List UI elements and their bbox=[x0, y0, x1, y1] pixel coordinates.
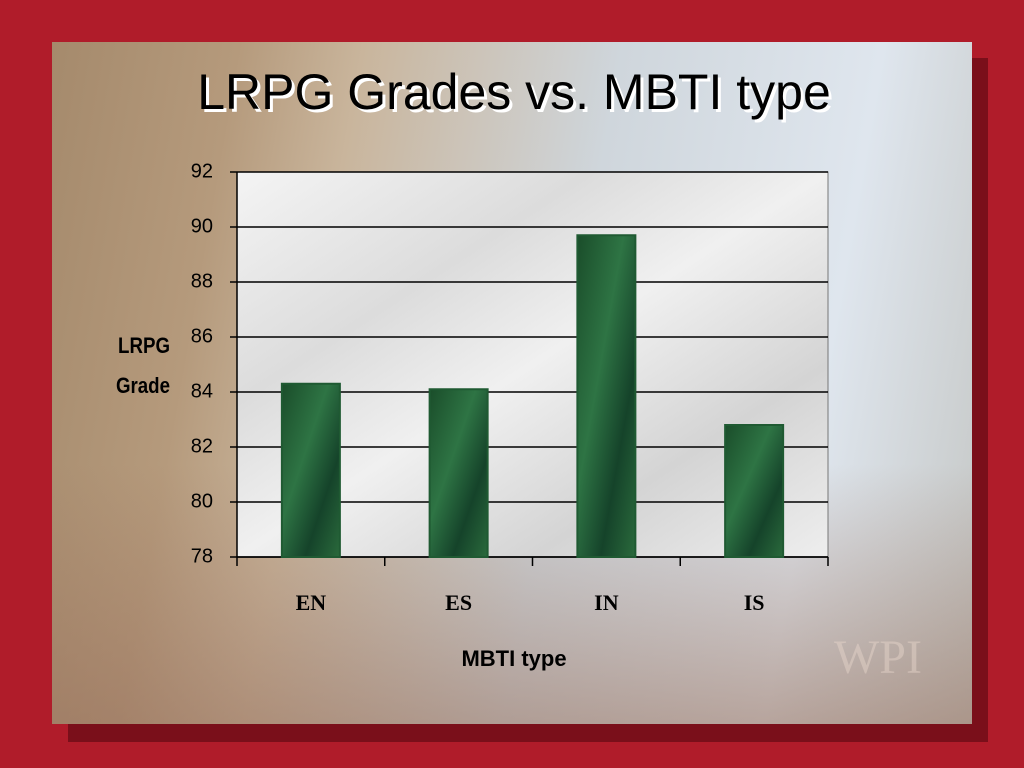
y-axis-label: LRPG Grade bbox=[115, 333, 170, 398]
title-shadow: LRPG Grades vs. MBTI type bbox=[200, 67, 834, 123]
y-tick-label: 82 bbox=[191, 435, 213, 457]
x-tick-label: ES bbox=[445, 590, 472, 615]
x-axis-label: MBTI type bbox=[461, 646, 566, 671]
bar bbox=[280, 382, 341, 558]
x-tick-label: IN bbox=[594, 590, 619, 615]
bar bbox=[576, 234, 637, 558]
x-tick-label: EN bbox=[296, 590, 327, 615]
y-tick-label: 88 bbox=[191, 270, 213, 292]
chart-title: LRPG Grades vs. MBTI type bbox=[197, 64, 831, 120]
watermark: WPI bbox=[834, 631, 922, 684]
y-tick-label: 80 bbox=[191, 490, 213, 512]
y-tick-label: 92 bbox=[191, 160, 213, 182]
y-tick-label: 86 bbox=[191, 325, 213, 347]
y-tick-label: 84 bbox=[191, 380, 213, 402]
bar bbox=[724, 424, 785, 558]
x-tick-label: IS bbox=[744, 590, 765, 615]
bar bbox=[428, 388, 489, 558]
y-tick-label: 78 bbox=[191, 545, 213, 567]
y-tick-label: 90 bbox=[191, 215, 213, 237]
